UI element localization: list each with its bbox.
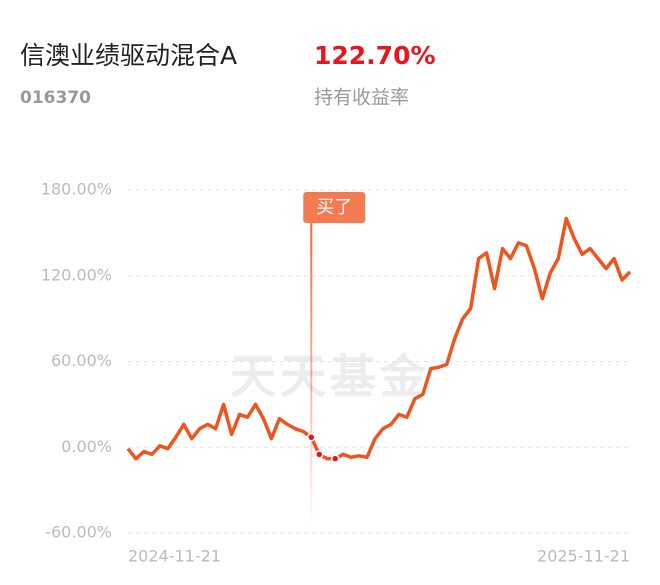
fund-name: 信澳业绩驱动混合A	[20, 41, 237, 70]
buy-label: 买了	[316, 197, 352, 218]
trade-dot	[314, 450, 324, 459]
y-tick-label: 120.00%	[41, 265, 112, 284]
trade-dot	[330, 454, 340, 463]
x-tick-label: 2025-11-21	[537, 547, 630, 566]
y-tick-label: 0.00%	[61, 437, 112, 456]
buy-line	[310, 215, 313, 530]
y-tick-label: -60.00%	[45, 523, 112, 542]
y-tick-label: 180.00%	[41, 180, 112, 199]
y-tick-label: 60.00%	[51, 351, 112, 370]
return-label: 持有收益率	[314, 87, 409, 109]
watermark: 天天基金	[230, 350, 430, 404]
return-value: 122.70%	[314, 41, 436, 70]
line	[126, 216, 632, 461]
trade-dot	[307, 432, 316, 442]
buy-badge	[303, 192, 366, 223]
x-tick-label: 2024-11-21	[128, 547, 221, 566]
fund-code: 016370	[20, 88, 91, 108]
